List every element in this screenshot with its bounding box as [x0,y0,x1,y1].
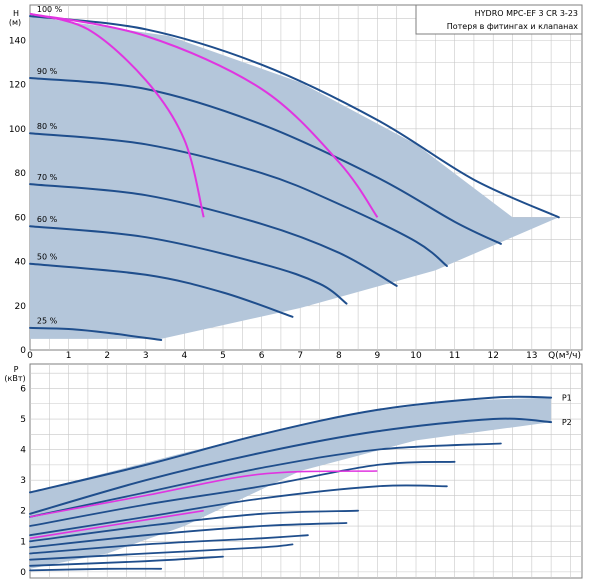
y-tick-label: 0 [20,346,26,356]
y-tick-label: 100 [9,125,26,135]
speed-curve-6 [29,262,294,318]
x-tick-label: 8 [336,351,342,361]
y-tick-label: 80 [15,169,27,179]
power-curve-labels: P1 P2 [562,394,572,427]
y-tick-label: 5 [20,415,26,425]
speed-curve-7 [29,326,163,341]
x-tick-label: 9 [375,351,381,361]
y-tick-label: 120 [9,81,26,91]
x-tick-label: 10 [410,351,422,361]
power-flow-chart: P1 P2 P (кВт) 0 1 2 3 4 5 6 [4,363,583,579]
x-tick-labels: 0 1 2 3 4 5 6 7 8 9 10 11 12 13 [27,351,537,361]
y-tick-label: 2 [20,507,26,517]
x-tick-label: 12 [487,351,498,361]
y-tick-label: 20 [15,302,27,312]
power-curve-label: P2 [562,418,572,427]
power-curve-2 [29,417,553,515]
x-tick-label: 4 [182,351,188,361]
y-axis-label-top-2: (м) [9,18,21,27]
speed-curve-labels: 100 % 90 % 80 % 70 % 60 % 50 % 25 % [37,5,63,326]
x-tick-label: 6 [259,351,265,361]
speed-curve-4 [29,183,398,287]
speed-label: 50 % [37,253,58,262]
operating-envelope-bottom [30,397,552,569]
power-curve-7 [29,522,348,549]
y-axis-label-bottom-1: P [14,365,19,374]
power-curve-1 [29,395,553,494]
head-flow-chart: 100 % 90 % 80 % 70 % 60 % 50 % 25 % HYDRO MPC-… [9,4,583,361]
speed-curve-3 [29,132,448,267]
power-curve-5 [29,484,448,537]
y-tick-labels-top: 0 20 40 60 80 100 120 140 [9,36,26,356]
power-curve-3 [29,442,502,518]
y-tick-label: 6 [20,384,26,394]
y-tick-labels-bottom: 0 1 2 3 4 5 6 [20,384,26,577]
y-axis-label-bottom-2: (кВт) [4,374,25,383]
power-curve-6 [29,509,359,543]
x-tick-label: 11 [449,351,460,361]
operating-envelope-top [30,16,559,339]
x-tick-label: 5 [220,351,226,361]
y-tick-label: 40 [15,258,27,268]
x-axis-label: Q(м³/ч) [548,351,581,361]
x-tick-label: 7 [297,351,303,361]
speed-label: 70 % [37,173,58,182]
speed-curve-5 [29,225,348,305]
power-curve-11 [29,567,163,572]
x-tick-label: 13 [526,351,537,361]
y-tick-label: 60 [15,213,27,223]
system-curves-top [29,12,379,218]
y-tick-label: 4 [20,446,26,456]
speed-label: 90 % [37,67,58,76]
system-curve-top-1 [29,12,205,218]
y-axis-label-top-1: H [13,9,19,18]
speed-label: 100 % [37,5,63,14]
power-curve-8 [29,534,309,555]
speed-curves [29,15,560,341]
speed-label: 80 % [37,122,58,131]
y-tick-label: 1 [20,537,26,547]
speed-curve-2 [29,77,502,245]
power-curves [29,395,553,572]
x-tick-label: 1 [66,351,72,361]
y-tick-label: 0 [20,568,26,578]
speed-label: 60 % [37,215,58,224]
y-tick-label: 140 [9,36,26,46]
power-curve-4 [29,460,456,527]
power-curve-label: P1 [562,394,572,403]
system-curve-bottom-1 [29,470,378,518]
title-line-1: HYDRO MPC-EF 3 CR 3-23 [475,9,578,18]
power-curve-10 [29,555,224,567]
power-curve-9 [29,543,294,561]
x-tick-label: 0 [27,351,33,361]
title-box: HYDRO MPC-EF 3 CR 3-23 Потеря в фитингах… [415,4,583,35]
system-curve-top-2 [29,12,379,218]
system-curve-bottom-2 [29,509,204,540]
speed-curve-1 [29,15,560,219]
title-line-2: Потеря в фитингах и клапанах [447,22,579,31]
y-tick-label: 3 [20,476,26,486]
speed-label: 25 % [37,317,58,326]
x-tick-label: 2 [104,351,110,361]
x-tick-label: 3 [143,351,149,361]
system-curves-bottom [29,470,378,540]
